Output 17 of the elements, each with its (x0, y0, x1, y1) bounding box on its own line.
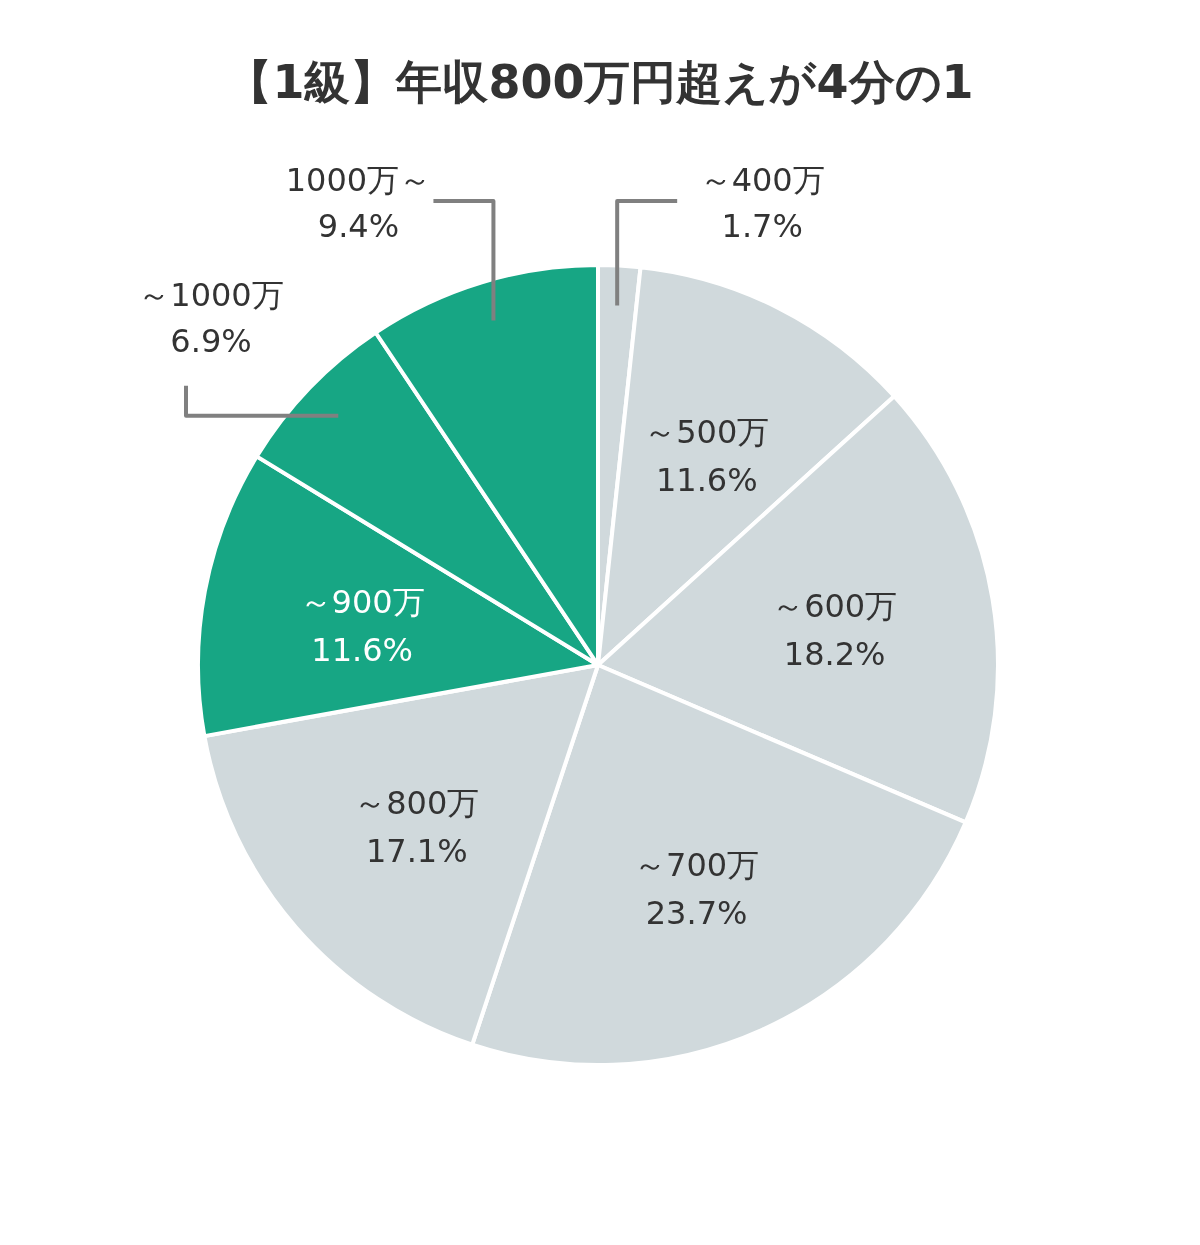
data-label: 23.7% (645, 893, 748, 932)
data-label: 9.4% (317, 207, 400, 245)
data-label: 11.6% (655, 461, 758, 500)
slice-label: ～900万 (299, 582, 425, 621)
slice-label: ～400万 (699, 161, 825, 199)
slice-label: ～1000万 (138, 275, 284, 314)
slice-label: ～500万 (644, 413, 770, 452)
data-label: 1.7% (721, 207, 803, 245)
slice-label: ～700万 (634, 845, 760, 884)
slice-label: ～800万 (354, 784, 480, 823)
slice-label: 1000万～ (285, 161, 432, 199)
data-label: 18.2% (783, 635, 886, 674)
data-label: 17.1% (365, 832, 468, 871)
chart-title: 【1級】年収800万円超えが4分の1 (226, 55, 974, 109)
slice-label: ～600万 (772, 587, 898, 626)
data-label: 6.9% (170, 321, 252, 360)
data-label: 11.6% (311, 630, 413, 669)
